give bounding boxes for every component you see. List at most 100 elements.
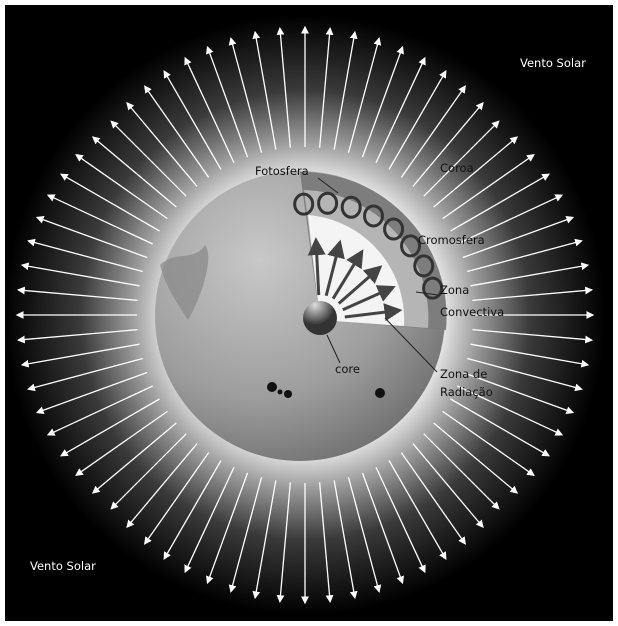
cell — [400, 234, 422, 258]
arrow — [470, 343, 590, 368]
arrow — [110, 120, 187, 197]
arrow — [472, 328, 594, 344]
arrow — [27, 357, 143, 392]
arrow — [423, 433, 500, 510]
cell — [363, 204, 385, 228]
arrow — [206, 472, 249, 585]
arrow — [433, 422, 519, 494]
arrow — [450, 173, 550, 232]
arrow — [252, 480, 277, 600]
arrow — [450, 398, 550, 457]
cell — [317, 191, 339, 215]
arrow — [126, 443, 198, 529]
arrow — [252, 30, 277, 150]
arrow — [472, 286, 594, 302]
label: core — [335, 362, 360, 376]
arrow — [27, 238, 143, 273]
arrow — [333, 480, 358, 600]
arrow — [144, 85, 210, 178]
arrow — [163, 460, 222, 560]
label: Cromosfera — [418, 233, 485, 247]
arrow — [347, 37, 382, 153]
arrow — [16, 328, 138, 344]
radiation-arrows — [307, 237, 403, 322]
arrow — [337, 265, 383, 305]
cell — [413, 254, 435, 278]
label: Convectiva — [440, 305, 504, 319]
prominence — [160, 245, 209, 320]
arrow — [20, 343, 140, 368]
arrow — [228, 477, 263, 593]
arrow — [318, 26, 334, 148]
arrow — [342, 285, 396, 312]
arrow — [375, 56, 426, 164]
arrow — [144, 452, 210, 545]
arrow — [35, 371, 148, 414]
arrow — [20, 262, 140, 287]
label: Zona — [440, 283, 469, 297]
solar-wind-arrows — [15, 25, 595, 605]
arrow — [467, 238, 583, 273]
arrow — [307, 237, 326, 296]
label: Coroa — [440, 161, 474, 175]
arrow — [462, 371, 575, 414]
arrow — [91, 136, 177, 208]
arrow — [361, 45, 404, 158]
sunspots — [267, 382, 385, 398]
cell — [340, 195, 362, 219]
arrow — [35, 216, 148, 259]
arrow — [433, 136, 519, 208]
arrow — [347, 477, 382, 593]
arrow — [361, 472, 404, 585]
arrow — [412, 101, 484, 187]
convection-cells — [293, 191, 444, 300]
label: Vento Solar — [520, 56, 586, 70]
label: Vento Solar — [30, 559, 96, 573]
arrow — [324, 239, 345, 297]
arrow — [456, 385, 564, 436]
arrow — [423, 120, 500, 197]
arrow — [228, 37, 263, 153]
arrow — [344, 303, 403, 322]
arrow — [163, 70, 222, 170]
arrow — [60, 398, 160, 457]
label: Fotosfera — [255, 164, 309, 178]
leader-lines — [317, 177, 439, 373]
arrow — [412, 443, 484, 529]
arrow — [46, 194, 154, 245]
arrow — [110, 433, 187, 510]
cell — [293, 192, 315, 216]
cell — [422, 276, 444, 300]
arrow — [276, 482, 292, 604]
arrow — [388, 460, 447, 560]
arrow — [184, 466, 235, 574]
arrow — [400, 452, 466, 545]
arrow — [126, 101, 198, 187]
arrow — [388, 70, 447, 170]
arrow — [470, 262, 590, 287]
arrow — [75, 410, 168, 476]
arrow — [91, 422, 177, 494]
arrow — [206, 45, 249, 158]
label: Radiação — [440, 385, 493, 399]
arrow — [46, 385, 154, 436]
arrow — [276, 26, 292, 148]
arrow — [333, 30, 358, 150]
label: Zona de — [440, 367, 487, 381]
arrow — [467, 357, 583, 392]
arrow — [331, 249, 364, 300]
arrow — [60, 173, 160, 232]
arrow — [318, 482, 334, 604]
core — [303, 301, 337, 335]
arrow — [442, 410, 535, 476]
arrow — [184, 56, 235, 164]
arrow — [375, 466, 426, 574]
arrow — [400, 85, 466, 178]
arrow — [442, 154, 535, 220]
cell — [383, 217, 405, 241]
arrow — [462, 216, 575, 259]
arrow — [16, 286, 138, 302]
arrow — [456, 194, 564, 245]
arrow — [75, 154, 168, 220]
